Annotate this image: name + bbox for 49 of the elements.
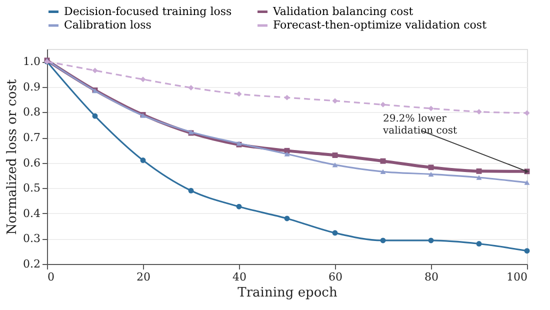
point [476, 241, 482, 246]
y-tick-label: 0.2 [23, 258, 40, 270]
legend-label: Decision-focused training loss [64, 4, 232, 18]
point [188, 188, 194, 194]
point [380, 169, 386, 174]
y-tick-label: 0.3 [23, 232, 40, 246]
point [140, 76, 146, 82]
point [476, 108, 482, 114]
y-tick-label: 0.6 [23, 156, 40, 170]
point [428, 172, 434, 177]
point [92, 68, 98, 74]
x-axis-title: Training epoch [238, 286, 338, 300]
point [428, 106, 434, 112]
y-tick-label: 0.7 [23, 131, 40, 144]
point [476, 175, 482, 180]
y-axis-title: Normalized loss or cost [5, 78, 20, 235]
point [332, 230, 338, 236]
y-tick-label: 0.9 [23, 80, 40, 94]
legend-label: Validation balancing cost [272, 4, 414, 18]
point [380, 158, 386, 164]
y-tick-label: 1.0 [23, 55, 40, 68]
point [236, 91, 242, 97]
legend-label: Forecast-then-optimize validation cost [273, 18, 488, 32]
x-tick-label: 80 [424, 270, 438, 284]
point [332, 152, 338, 158]
point [380, 238, 386, 244]
point [188, 84, 194, 90]
point [140, 158, 146, 164]
y-tick-label: 0.4 [23, 206, 40, 220]
x-tick-label: 0 [48, 270, 54, 284]
annotation: 29.2% lower validation cost [382, 114, 457, 136]
point [332, 98, 338, 104]
point [524, 248, 530, 254]
x-tick-label: 20 [136, 270, 150, 284]
y-tick-label: 0.8 [23, 106, 40, 119]
x-tick-label: 60 [328, 270, 342, 284]
point [428, 164, 434, 170]
point [284, 152, 290, 156]
point [524, 180, 530, 185]
x-tick-label: 100 [506, 270, 528, 284]
point [476, 168, 482, 174]
legend-label: Calibration loss [64, 18, 152, 32]
y-tick-label: 0.5 [23, 182, 40, 195]
x-tick-label: 40 [232, 270, 246, 284]
point [428, 238, 434, 244]
point [236, 204, 242, 210]
point [524, 110, 530, 116]
point [92, 113, 98, 119]
point [284, 216, 290, 222]
